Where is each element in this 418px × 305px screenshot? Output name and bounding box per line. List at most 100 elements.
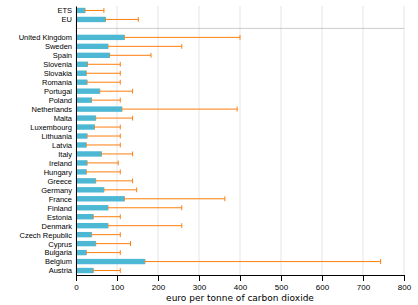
error-line (108, 46, 182, 47)
error-line (87, 136, 120, 137)
error-cap (237, 107, 238, 112)
error-line (124, 198, 224, 199)
error-line (93, 216, 120, 217)
error-cap (120, 71, 121, 76)
bar (76, 53, 110, 58)
tick-label: United Kingdom (19, 33, 72, 42)
error-range (87, 62, 120, 67)
error-line (87, 82, 120, 83)
tick-label: Sweden (45, 42, 72, 51)
error-cap (138, 17, 139, 22)
bar (76, 8, 85, 13)
error-line (87, 64, 120, 65)
tick-mark (158, 275, 159, 281)
tick-label: 600 (316, 283, 330, 292)
error-range (86, 169, 120, 174)
error-cap (120, 143, 121, 148)
tick-mark (76, 275, 77, 281)
tick-mark (363, 275, 364, 281)
plot-area: 0100200300400500600700800ETSEUUnited Kin… (19, 6, 412, 303)
tick-mark (117, 275, 118, 281)
error-line (86, 73, 120, 74)
y-tick: Romania (42, 78, 76, 87)
y-axis: ETSEUUnited KingdomSwedenSpainSloveniaSl… (19, 6, 77, 275)
bar (76, 17, 106, 22)
tick-label: Romania (42, 78, 73, 87)
x-tick: 800 (398, 275, 412, 292)
y-tick: Spain (53, 51, 76, 60)
tick-label: Malta (54, 114, 73, 123)
y-tick: Slovakia (44, 69, 76, 78)
x-tick: 100 (111, 275, 125, 292)
bar (76, 160, 87, 165)
y-tick: Slovenia (43, 60, 76, 69)
error-line (108, 225, 182, 226)
x-tick: 400 (234, 275, 248, 292)
error-line (86, 144, 120, 145)
error-line (108, 207, 182, 208)
error-line (110, 55, 151, 56)
bar (76, 80, 87, 85)
y-tick: Sweden (45, 42, 76, 51)
error-line (122, 109, 237, 110)
x-tick: 500 (275, 275, 289, 292)
error-range (85, 8, 104, 13)
error-range (108, 223, 182, 228)
tick-label: Belgium (45, 257, 72, 266)
error-cap (118, 160, 119, 165)
tick-mark (240, 275, 241, 281)
bar (76, 151, 101, 156)
x-tick: 200 (152, 275, 166, 292)
y-tick: France (49, 195, 76, 204)
error-line (92, 100, 121, 101)
y-tick: Hungary (44, 168, 76, 177)
error-range (96, 116, 133, 121)
bar (76, 106, 122, 111)
error-cap (120, 80, 121, 85)
y-tick: Estonia (47, 213, 76, 222)
error-line (86, 252, 120, 253)
tick-label: Hungary (44, 168, 73, 177)
tick-label: Greece (47, 177, 72, 186)
grid-line (281, 6, 282, 275)
y-tick: Netherlands (32, 105, 76, 114)
error-cap (240, 35, 241, 40)
error-range (87, 80, 120, 85)
x-tick: 300 (193, 275, 207, 292)
tick-label: France (49, 195, 72, 204)
y-tick: Finland (47, 204, 76, 213)
marks (76, 8, 381, 273)
tick-label: Slovenia (43, 60, 73, 69)
tick-label: Austria (49, 266, 73, 275)
bar (76, 223, 108, 228)
error-cap (132, 89, 133, 94)
bar (76, 169, 86, 174)
error-line (93, 270, 120, 271)
tick-label: Portugal (44, 87, 72, 96)
error-range (92, 98, 121, 103)
bar (76, 35, 124, 40)
tick-label: Ireland (49, 159, 72, 168)
tick-label: Bulgaria (44, 248, 72, 257)
tick-mark (199, 275, 200, 281)
tick-mark (281, 275, 282, 281)
bar (76, 187, 104, 192)
y-tick: Austria (49, 266, 76, 275)
error-cap (132, 152, 133, 157)
tick-label: 200 (152, 283, 166, 292)
error-cap (224, 196, 225, 201)
error-range (92, 232, 121, 237)
x-axis-title: euro per tonne of carbon dioxide (166, 293, 314, 303)
y-tick: Czech Republic (19, 231, 76, 240)
error-cap (132, 178, 133, 183)
bar (76, 178, 96, 183)
error-range (108, 44, 182, 49)
error-cap (120, 169, 121, 174)
bar (76, 62, 87, 67)
y-tick: Belgium (45, 257, 76, 266)
axis-line (76, 7, 77, 276)
y-tick: United Kingdom (19, 33, 76, 42)
error-range (145, 259, 381, 264)
y-tick: Germany (41, 186, 76, 195)
error-cap (120, 250, 121, 255)
